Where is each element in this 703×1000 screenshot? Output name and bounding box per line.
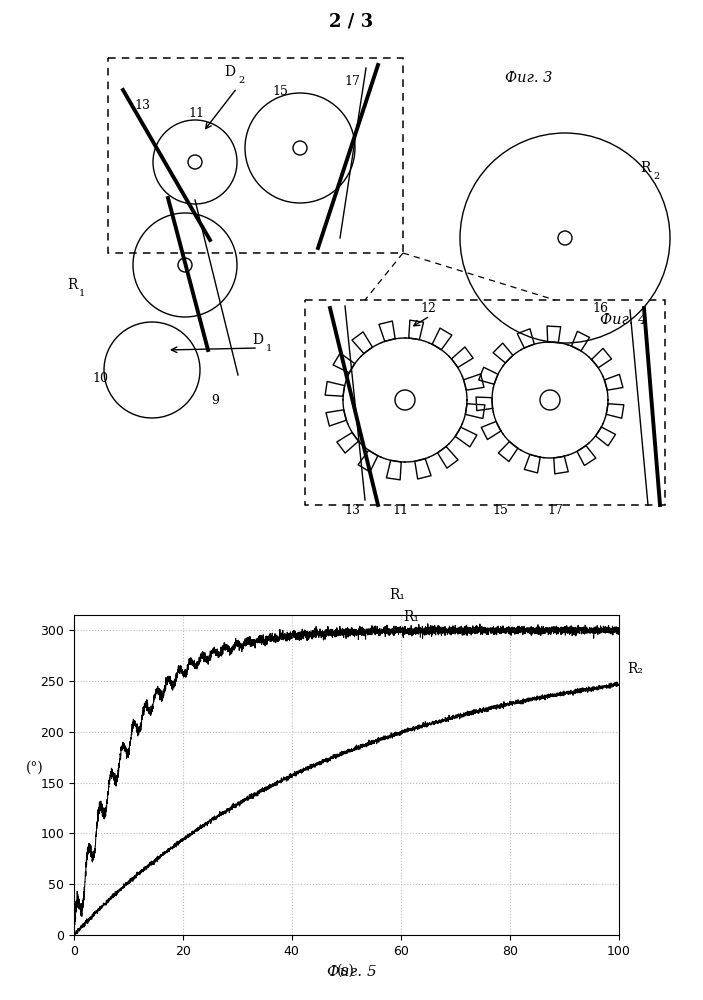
Text: R: R xyxy=(67,278,77,292)
Text: 2: 2 xyxy=(653,172,659,181)
Y-axis label: (°): (°) xyxy=(26,761,44,775)
Text: 2 / 3: 2 / 3 xyxy=(329,13,373,31)
Bar xyxy=(108,58,403,253)
Text: R₂: R₂ xyxy=(627,662,643,676)
Text: 15: 15 xyxy=(492,504,508,517)
Text: D: D xyxy=(224,65,236,79)
Text: 13: 13 xyxy=(134,99,150,112)
Text: 1: 1 xyxy=(266,344,272,353)
Text: 17: 17 xyxy=(344,75,360,88)
Text: 13: 13 xyxy=(344,504,360,517)
Text: Фиг. 3: Фиг. 3 xyxy=(505,71,553,85)
Text: 1: 1 xyxy=(79,289,85,298)
Text: Фиг. 4: Фиг. 4 xyxy=(600,313,647,327)
Text: 11: 11 xyxy=(188,107,204,120)
Text: 17: 17 xyxy=(547,504,563,517)
Text: 9: 9 xyxy=(211,393,219,406)
Text: 12: 12 xyxy=(420,302,436,314)
Text: 11: 11 xyxy=(392,504,408,517)
Text: Фиг. 5: Фиг. 5 xyxy=(327,965,376,979)
Text: R₁: R₁ xyxy=(389,588,405,602)
Text: 15: 15 xyxy=(272,85,288,98)
Text: 16: 16 xyxy=(592,302,608,314)
Bar xyxy=(305,300,665,505)
Text: D: D xyxy=(252,333,264,347)
Text: 2: 2 xyxy=(238,76,244,85)
Text: 10: 10 xyxy=(92,371,108,384)
X-axis label: (s): (s) xyxy=(337,963,355,977)
Text: R₁: R₁ xyxy=(404,610,420,624)
Text: R: R xyxy=(640,161,650,175)
